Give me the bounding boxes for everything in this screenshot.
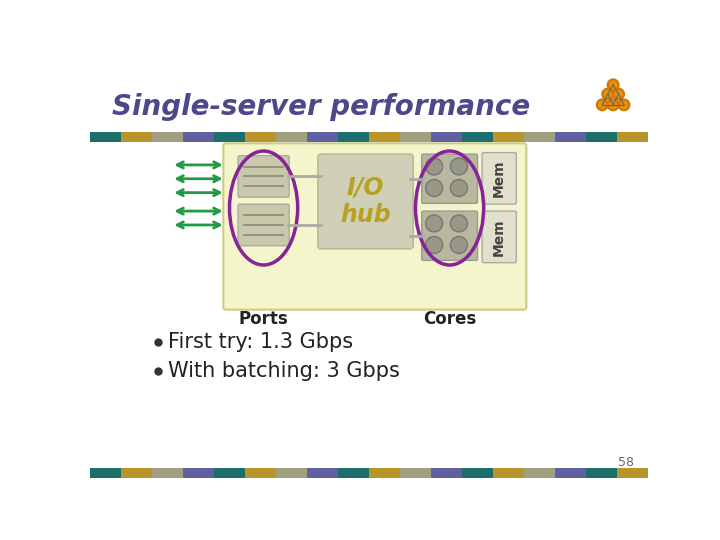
Circle shape <box>608 99 618 110</box>
FancyBboxPatch shape <box>422 211 477 260</box>
Text: 58: 58 <box>618 456 634 469</box>
Circle shape <box>426 179 443 197</box>
Bar <box>400 132 431 142</box>
Bar <box>555 468 586 478</box>
Bar <box>121 468 152 478</box>
FancyBboxPatch shape <box>422 154 477 204</box>
Bar <box>617 132 648 142</box>
FancyBboxPatch shape <box>238 156 289 197</box>
Bar <box>524 132 555 142</box>
Bar <box>214 132 245 142</box>
FancyBboxPatch shape <box>318 154 413 249</box>
FancyBboxPatch shape <box>238 204 289 246</box>
FancyBboxPatch shape <box>482 211 516 262</box>
Bar <box>307 132 338 142</box>
Text: With batching: 3 Gbps: With batching: 3 Gbps <box>168 361 400 381</box>
Text: Single-server performance: Single-server performance <box>112 93 530 121</box>
Bar <box>617 468 648 478</box>
Bar <box>152 132 183 142</box>
Bar <box>183 132 214 142</box>
Circle shape <box>451 215 467 232</box>
Bar <box>462 468 493 478</box>
Bar <box>431 468 462 478</box>
Bar <box>493 468 524 478</box>
Circle shape <box>451 237 467 253</box>
Bar <box>90 132 121 142</box>
Bar <box>369 132 400 142</box>
Bar <box>183 468 214 478</box>
Circle shape <box>618 99 629 110</box>
Circle shape <box>426 237 443 253</box>
Bar <box>338 468 369 478</box>
Bar <box>245 132 276 142</box>
Text: Ports: Ports <box>239 309 289 328</box>
Text: Mem: Mem <box>492 218 506 256</box>
Circle shape <box>613 89 624 99</box>
Text: First try: 1.3 Gbps: First try: 1.3 Gbps <box>168 332 353 352</box>
Bar <box>431 132 462 142</box>
Bar <box>245 468 276 478</box>
Bar <box>369 468 400 478</box>
Bar <box>462 132 493 142</box>
Bar <box>586 468 617 478</box>
Bar <box>493 132 524 142</box>
Bar <box>307 468 338 478</box>
FancyBboxPatch shape <box>223 143 526 309</box>
Circle shape <box>597 99 608 110</box>
Text: I/O
hub: I/O hub <box>340 176 391 227</box>
Circle shape <box>426 215 443 232</box>
Circle shape <box>451 158 467 175</box>
Bar <box>276 468 307 478</box>
Bar <box>121 132 152 142</box>
FancyBboxPatch shape <box>482 153 516 204</box>
Circle shape <box>451 179 467 197</box>
Circle shape <box>602 89 613 99</box>
Bar <box>152 468 183 478</box>
Bar <box>524 468 555 478</box>
Bar <box>586 132 617 142</box>
Bar <box>90 468 121 478</box>
Bar <box>338 132 369 142</box>
Bar <box>555 132 586 142</box>
Text: Mem: Mem <box>492 159 506 197</box>
Bar <box>214 468 245 478</box>
Circle shape <box>608 79 618 90</box>
Text: Cores: Cores <box>423 309 476 328</box>
Bar <box>400 468 431 478</box>
Circle shape <box>426 158 443 175</box>
Bar <box>276 132 307 142</box>
